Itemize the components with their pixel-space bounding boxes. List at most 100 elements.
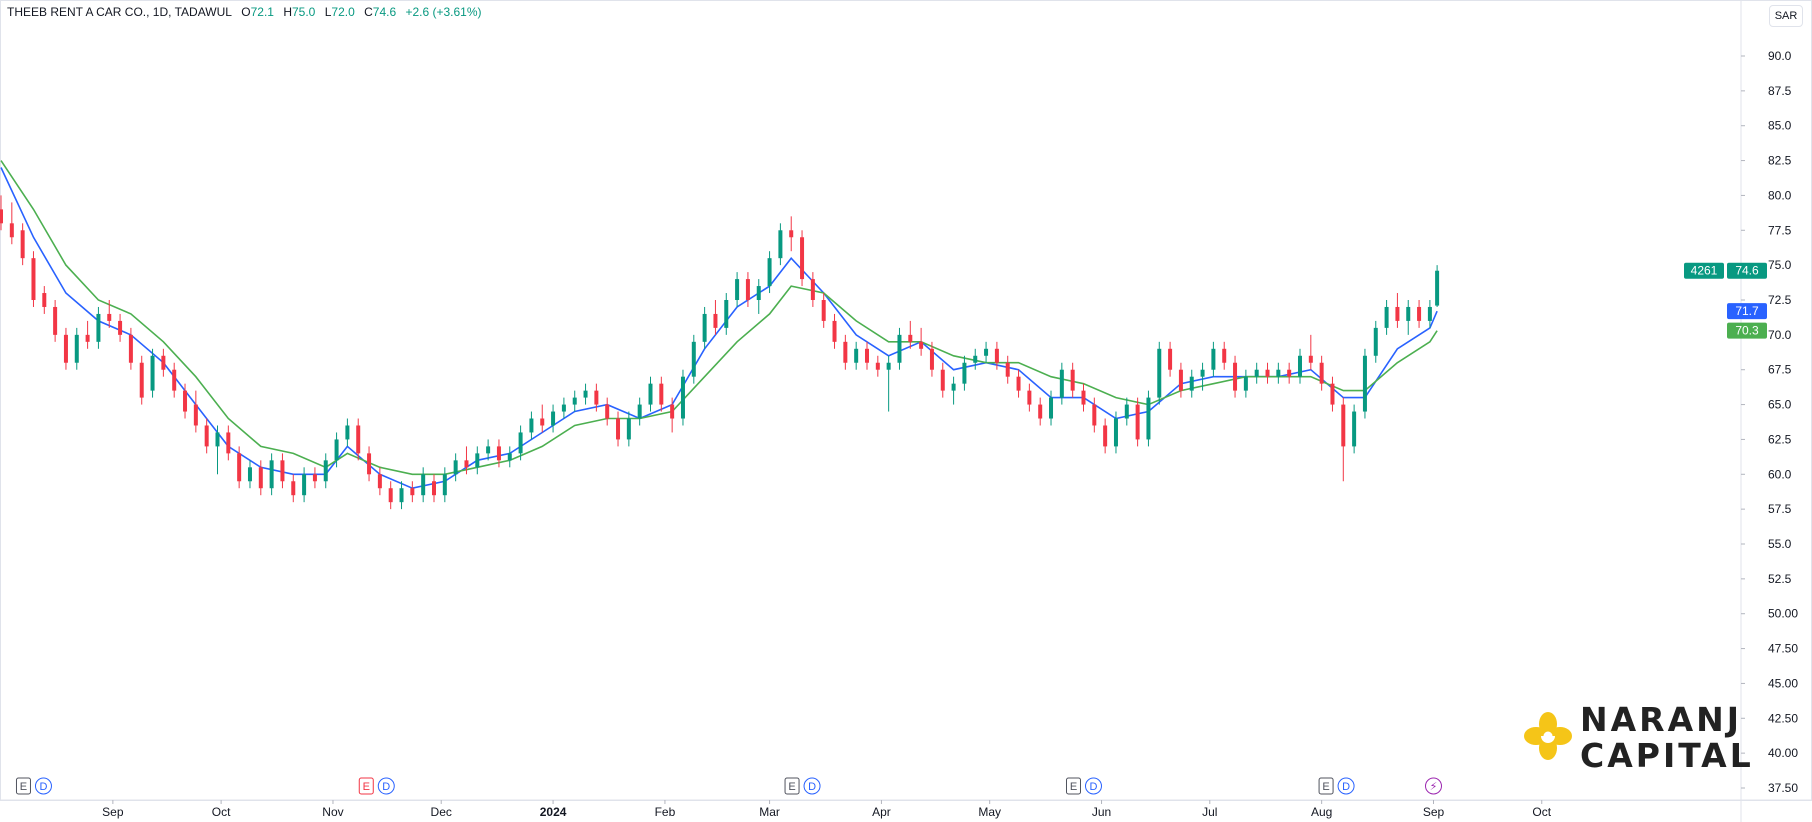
candle-body[interactable] bbox=[1276, 369, 1281, 377]
candle-body[interactable] bbox=[897, 334, 902, 363]
candle-body[interactable] bbox=[410, 488, 415, 496]
candle-body[interactable] bbox=[1222, 348, 1227, 363]
candle-body[interactable] bbox=[908, 334, 913, 342]
earnings-marker[interactable] bbox=[1318, 777, 1334, 795]
candle-body[interactable] bbox=[1200, 369, 1205, 377]
candle-body[interactable] bbox=[1417, 306, 1422, 321]
candle-body[interactable] bbox=[745, 279, 750, 300]
candle-body[interactable] bbox=[1016, 376, 1021, 391]
candle-body[interactable] bbox=[139, 362, 144, 398]
candle-body[interactable] bbox=[183, 390, 188, 412]
candle-body[interactable] bbox=[680, 376, 685, 419]
candle-body[interactable] bbox=[1113, 418, 1118, 447]
candle-body[interactable] bbox=[367, 453, 372, 475]
candle-body[interactable] bbox=[1395, 306, 1400, 321]
candle-body[interactable] bbox=[1081, 390, 1086, 405]
candle-body[interactable] bbox=[1373, 327, 1378, 356]
candle-body[interactable] bbox=[1341, 404, 1346, 447]
candle-body[interactable] bbox=[875, 362, 880, 370]
candle-body[interactable] bbox=[323, 460, 328, 482]
candle-body[interactable] bbox=[1038, 404, 1043, 419]
candle-body[interactable] bbox=[572, 397, 577, 405]
candle-body[interactable] bbox=[1049, 397, 1054, 419]
dividend-marker[interactable] bbox=[377, 777, 395, 795]
candle-body[interactable] bbox=[377, 474, 382, 489]
candle-body[interactable] bbox=[1427, 306, 1432, 321]
candle-body[interactable] bbox=[659, 383, 664, 405]
candle-body[interactable] bbox=[1070, 369, 1075, 391]
candle-body[interactable] bbox=[507, 453, 512, 461]
candle-body[interactable] bbox=[864, 348, 869, 363]
candle-body[interactable] bbox=[172, 369, 177, 391]
candle-body[interactable] bbox=[334, 439, 339, 461]
candle-body[interactable] bbox=[854, 348, 859, 363]
candle-body[interactable] bbox=[74, 334, 79, 363]
candle-body[interactable] bbox=[789, 230, 794, 238]
candle-body[interactable] bbox=[496, 446, 501, 461]
candle-body[interactable] bbox=[551, 411, 556, 426]
candle-body[interactable] bbox=[226, 432, 231, 454]
candle-body[interactable] bbox=[150, 355, 155, 391]
candle-body[interactable] bbox=[1146, 397, 1151, 440]
candle-body[interactable] bbox=[843, 341, 848, 363]
candle-body[interactable] bbox=[1059, 369, 1064, 398]
candle-body[interactable] bbox=[670, 404, 675, 419]
candle-body[interactable] bbox=[475, 453, 480, 468]
candle-body[interactable] bbox=[1406, 306, 1411, 321]
candle-body[interactable] bbox=[1211, 348, 1216, 370]
candle-body[interactable] bbox=[756, 286, 761, 300]
candle-body[interactable] bbox=[1330, 383, 1335, 405]
candle-body[interactable] bbox=[994, 348, 999, 363]
earnings-marker[interactable] bbox=[15, 777, 31, 795]
candle-body[interactable] bbox=[1233, 362, 1238, 391]
candle-body[interactable] bbox=[312, 474, 317, 482]
candle-body[interactable] bbox=[1168, 348, 1173, 370]
earnings-marker[interactable] bbox=[784, 777, 800, 795]
candle-body[interactable] bbox=[540, 418, 545, 426]
candle-body[interactable] bbox=[821, 300, 826, 321]
candle-body[interactable] bbox=[421, 474, 426, 496]
candle-body[interactable] bbox=[1103, 425, 1108, 447]
candle-body[interactable] bbox=[1384, 306, 1389, 328]
dividend-marker[interactable] bbox=[803, 777, 821, 795]
candle-body[interactable] bbox=[193, 404, 198, 426]
ma-slow-line[interactable] bbox=[0, 160, 1438, 476]
candle-body[interactable] bbox=[1124, 404, 1129, 419]
candle-body[interactable] bbox=[53, 306, 58, 335]
candle-body[interactable] bbox=[85, 334, 90, 342]
dividend-marker[interactable] bbox=[1084, 777, 1102, 795]
candle-body[interactable] bbox=[1435, 270, 1440, 306]
candle-body[interactable] bbox=[724, 300, 729, 328]
candle-body[interactable] bbox=[605, 404, 610, 419]
candle-body[interactable] bbox=[453, 460, 458, 475]
candle-body[interactable] bbox=[951, 383, 956, 391]
candle-body[interactable] bbox=[345, 425, 350, 440]
earnings-marker[interactable] bbox=[1065, 777, 1081, 795]
candle-body[interactable] bbox=[258, 467, 263, 489]
candle-body[interactable] bbox=[832, 320, 837, 342]
candle-body[interactable] bbox=[702, 313, 707, 342]
candle-body[interactable] bbox=[594, 390, 599, 405]
symbol-name[interactable]: THEEB RENT A CAR CO., 1D, TADAWUL bbox=[7, 5, 232, 19]
candle-body[interactable] bbox=[518, 432, 523, 454]
candle-body[interactable] bbox=[637, 404, 642, 419]
candle-body[interactable] bbox=[486, 446, 491, 454]
candle-body[interactable] bbox=[31, 258, 36, 300]
candle-body[interactable] bbox=[1189, 376, 1194, 391]
split-marker[interactable] bbox=[1425, 777, 1443, 795]
candle-body[interactable] bbox=[940, 369, 945, 391]
candle-body[interactable] bbox=[9, 223, 14, 238]
candle-body[interactable] bbox=[1287, 369, 1292, 377]
candle-body[interactable] bbox=[291, 481, 296, 496]
candle-body[interactable] bbox=[778, 230, 783, 259]
candle-body[interactable] bbox=[1308, 355, 1313, 363]
earnings-marker[interactable] bbox=[358, 777, 374, 795]
candle-body[interactable] bbox=[1157, 348, 1162, 398]
candle-body[interactable] bbox=[1297, 355, 1302, 377]
candle-body[interactable] bbox=[280, 460, 285, 482]
currency-button[interactable]: SAR bbox=[1769, 5, 1803, 27]
candle-body[interactable] bbox=[63, 334, 68, 363]
candle-body[interactable] bbox=[561, 404, 566, 412]
candle-body[interactable] bbox=[800, 237, 805, 280]
